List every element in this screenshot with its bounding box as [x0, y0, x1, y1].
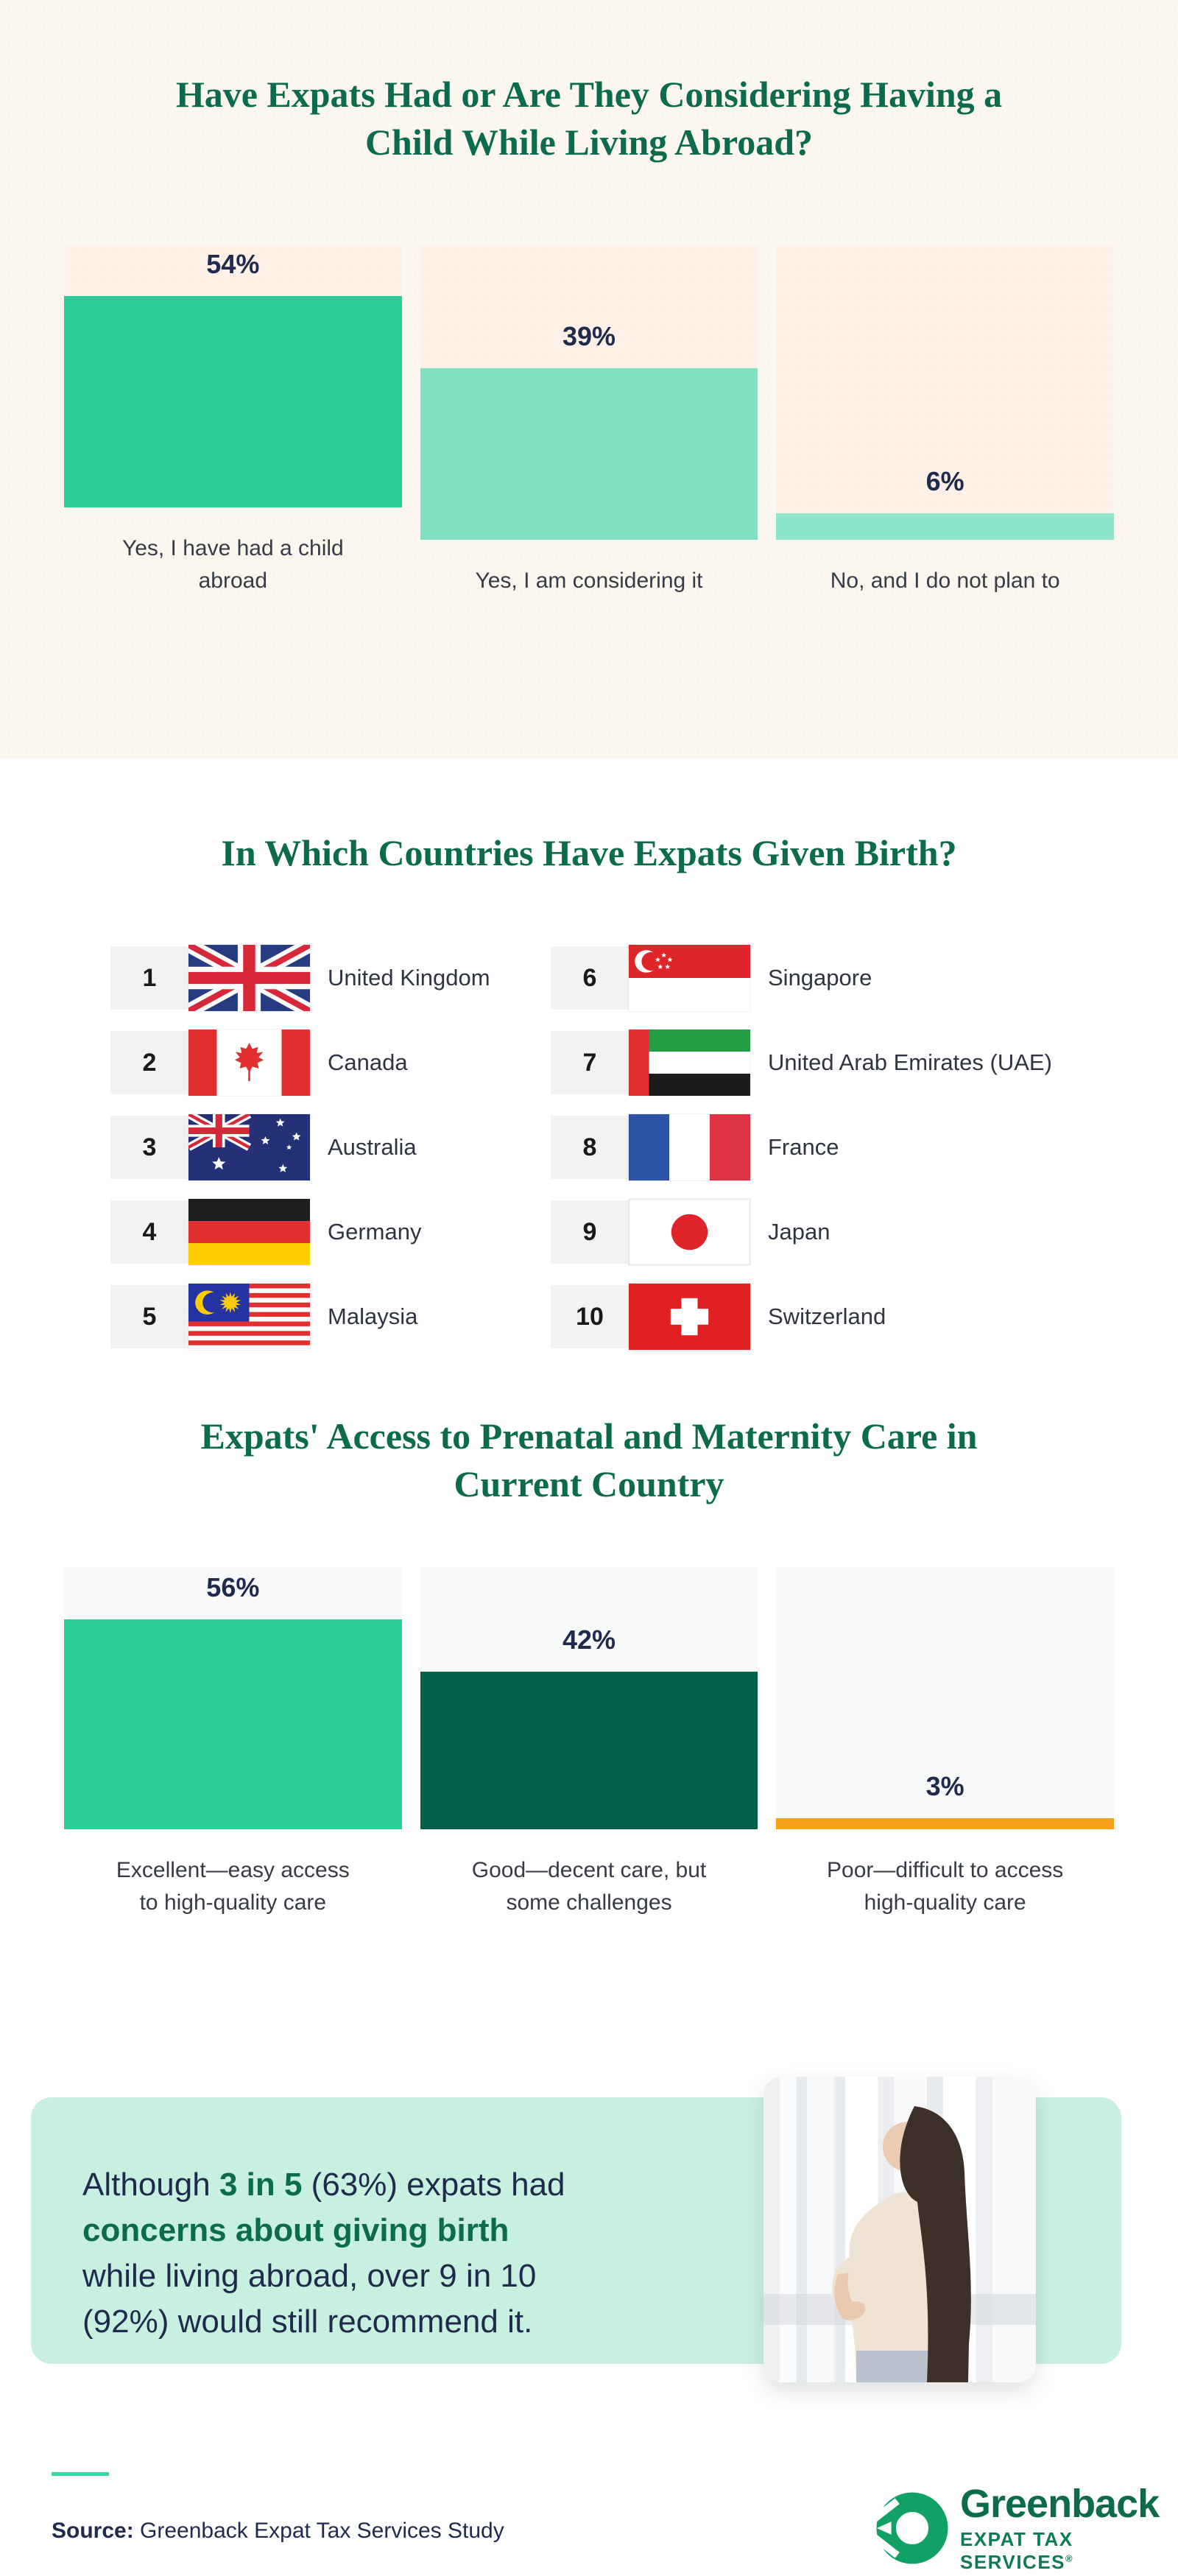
callout-text: Although 3 in 5 (63%) expats had concern…: [82, 2162, 657, 2345]
callout-segment: (63%) expats had: [311, 2167, 565, 2203]
bar-category-label: Excellent—easy access to high-quality ca…: [116, 1858, 350, 1915]
country-name: United Arab Emirates (UAE): [768, 1049, 1052, 1075]
chart-had-child: 54% Yes, I have had a child abroad 39% Yes,…: [64, 245, 1115, 597]
bar: [776, 513, 1115, 540]
bar-value: 6%: [925, 465, 964, 496]
flag-canada-icon: [188, 1030, 310, 1096]
chart1-title: Have Expats Had or Are They Considering …: [175, 74, 1003, 163]
chart-column: 54% Yes, I have had a child abroad: [64, 245, 402, 597]
chart-panel: 3%: [776, 1567, 1115, 1829]
footer-accent-rule: [52, 2472, 109, 2476]
chart-care-access: 56% Excellent—easy access to high-quality…: [64, 1567, 1115, 1918]
country-name: Japan: [768, 1219, 830, 1245]
callout-segment: concerns about giving birth: [82, 2212, 509, 2248]
flag-australia-icon: [188, 1114, 310, 1180]
flag-germany-icon: [188, 1199, 310, 1265]
bar-category-label: Yes, I am considering it: [475, 568, 703, 593]
country-name: Singapore: [768, 965, 872, 990]
bar-category-label: Yes, I have had a child abroad: [121, 536, 344, 593]
rank-number: 1: [142, 963, 157, 992]
bar: [776, 1817, 1115, 1829]
section-care-access: Expats' Access to Prenatal and Maternity…: [0, 1399, 1178, 2097]
rank-number: 5: [142, 1302, 157, 1331]
callout-segment: 3 in 5: [219, 2167, 303, 2203]
rank-number: 10: [576, 1302, 604, 1331]
bar: [64, 296, 402, 507]
flag-france-icon: [629, 1114, 750, 1180]
country-row: 2 Canada: [110, 1030, 523, 1096]
chart-column: 6% No, and I do not plan to: [776, 245, 1115, 597]
country-row: 4 Germany: [110, 1199, 523, 1265]
callout-segment: while living abroad, over 9 in 10 (92%) …: [82, 2258, 537, 2340]
country-name: Switzerland: [768, 1303, 886, 1329]
country-row: 7 United Arab Emirates (UAE): [551, 1030, 1081, 1096]
countries-title: In Which Countries Have Expats Given Bir…: [221, 832, 957, 873]
registered-mark: ®: [1065, 2552, 1074, 2564]
bar-category-label: No, and I do not plan to: [830, 568, 1060, 593]
country-list-left: 1 United Kingdom 2 Canada 3 Australia 4 Germany…: [110, 945, 523, 1350]
greenback-logo-icon: [876, 2492, 948, 2564]
photo-pregnant-woman: [763, 2077, 1036, 2382]
flag-switzerland-icon: [629, 1284, 750, 1350]
pregnant-woman-illustration: [763, 2106, 1036, 2382]
source-line: Source: Greenback Expat Tax Services Stu…: [52, 2519, 504, 2544]
country-name: Australia: [328, 1134, 417, 1160]
section-countries: In Which Countries Have Expats Given Bir…: [0, 759, 1178, 1399]
greenback-logo-words: Greenback EXPAT TAX SERVICES®: [960, 2483, 1178, 2574]
source-label: Source:: [52, 2519, 134, 2543]
bar-value: 3%: [925, 1770, 964, 1801]
country-name: United Kingdom: [328, 965, 490, 990]
chart-column: 3% Poor—difficult to access high-quality …: [776, 1567, 1115, 1918]
rank-number: 7: [582, 1048, 597, 1077]
chart-panel: 56%: [64, 1567, 402, 1829]
bar-value: 56%: [206, 1572, 260, 1603]
country-row: 5 Malaysia: [110, 1284, 523, 1350]
bar: [64, 1619, 402, 1829]
country-name: France: [768, 1134, 839, 1160]
chart-column: 42% Good—decent care, but some challenges: [420, 1567, 758, 1918]
callout-box: Although 3 in 5 (63%) expats had concern…: [31, 2077, 1121, 2382]
brand-tagline: EXPAT TAX SERVICES®: [960, 2527, 1074, 2573]
flag-uae-icon: [629, 1030, 750, 1096]
country-row: 3 Australia: [110, 1114, 523, 1180]
bar: [420, 1672, 758, 1829]
source-text: Greenback Expat Tax Services Study: [133, 2519, 504, 2543]
country-name: Germany: [328, 1219, 422, 1245]
country-row: 8 France: [551, 1114, 1081, 1180]
country-name: Malaysia: [328, 1303, 418, 1329]
chart2-title: Expats' Access to Prenatal and Maternity…: [200, 1415, 978, 1505]
country-row: 1 United Kingdom: [110, 945, 523, 1011]
callout-segment: Although: [82, 2167, 219, 2203]
rank-number: 9: [582, 1217, 597, 1246]
bar-value: 54%: [206, 249, 260, 280]
chart-panel: 54%: [64, 245, 402, 507]
rank-number: 2: [142, 1048, 157, 1077]
bar-value: 42%: [562, 1625, 616, 1655]
rank-number: 8: [582, 1133, 597, 1161]
brand-name: Greenback: [960, 2482, 1160, 2526]
bar-category-label: Poor—difficult to access high-quality ca…: [827, 1858, 1064, 1915]
rank-number: 6: [582, 963, 597, 992]
flag-malaysia-icon: [188, 1284, 310, 1350]
rank-number: 3: [142, 1133, 157, 1161]
country-row: 10 Switzerland: [551, 1284, 1081, 1350]
bar-category-label: Good—decent care, but some challenges: [471, 1858, 707, 1915]
chart-column: 56% Excellent—easy access to high-quality…: [64, 1567, 402, 1918]
flag-japan-icon: [629, 1199, 750, 1265]
chart-panel: 39%: [420, 245, 758, 540]
country-list-right: 6 Singapore 7 United Arab Emirates (UAE) 8 Fr…: [551, 945, 1081, 1350]
country-row: 9 Japan: [551, 1199, 1081, 1265]
flag-singapore-icon: [629, 945, 750, 1011]
flag-uk-icon: [188, 945, 310, 1011]
chart-panel: 42%: [420, 1567, 758, 1829]
rank-number: 4: [142, 1217, 157, 1246]
chart-column: 39% Yes, I am considering it: [420, 245, 758, 597]
country-row: 6 Singapore: [551, 945, 1081, 1011]
chart-panel: 6%: [776, 245, 1115, 540]
section-had-child-abroad: Have Expats Had or Are They Considering …: [0, 0, 1178, 759]
bar: [420, 368, 758, 540]
greenback-logo: Greenback EXPAT TAX SERVICES®: [876, 2483, 1178, 2574]
country-name: Canada: [328, 1049, 408, 1075]
bar-value: 39%: [562, 321, 616, 351]
